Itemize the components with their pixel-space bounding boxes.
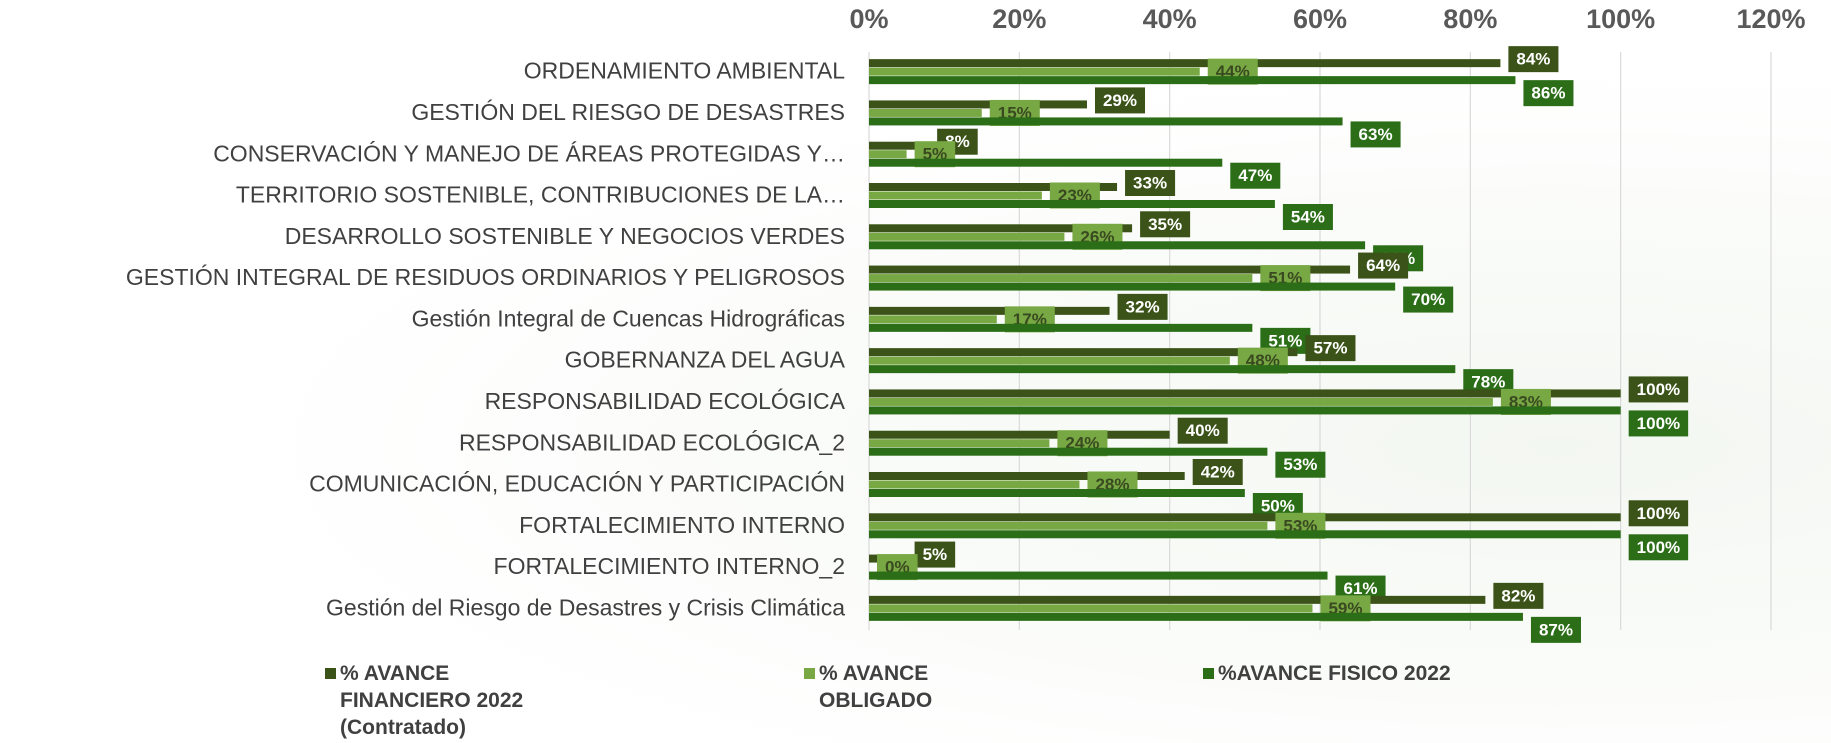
data-label: 54% [1291, 207, 1325, 226]
data-label: 42% [1201, 462, 1235, 481]
bar [869, 448, 1267, 456]
data-label: 64% [1366, 256, 1400, 275]
bar [869, 406, 1621, 414]
bar [869, 233, 1064, 241]
bar [869, 76, 1515, 84]
x-tick-label: 60% [1293, 4, 1347, 34]
data-label: 63% [1359, 125, 1393, 144]
bar [869, 431, 1170, 439]
y-tick-label: RESPONSABILIDAD ECOLÓGICA [485, 388, 846, 414]
bar [869, 274, 1252, 282]
data-label: 84% [1516, 50, 1550, 69]
bar [869, 596, 1485, 604]
bar [869, 315, 997, 323]
bar [869, 200, 1275, 208]
x-tick-label: 120% [1736, 4, 1805, 34]
data-label: 57% [1313, 339, 1347, 358]
bar [869, 150, 907, 158]
y-tick-label: COMUNICACIÓN, EDUCACIÓN Y PARTICIPACIÓN [309, 471, 845, 497]
data-label: 50% [1261, 496, 1295, 515]
y-tick-label: Gestión Integral de Cuencas Hidrográfica… [412, 305, 845, 331]
data-label: 100% [1637, 538, 1680, 557]
bar [869, 398, 1493, 406]
bar [869, 283, 1395, 291]
bar [869, 481, 1079, 489]
page: 0% 20% 40% 60% 80% 100% 120% ORDENAMIENTO AMBIE… [0, 0, 1831, 743]
bar [869, 357, 1230, 365]
bar [869, 522, 1267, 530]
y-tick-label: FORTALECIMIENTO INTERNO_2 [494, 553, 845, 579]
data-label: 47% [1238, 166, 1272, 185]
bar [869, 68, 1200, 76]
y-tick-label: FORTALECIMIENTO INTERNO [519, 512, 845, 538]
bar [869, 365, 1455, 373]
data-label: 29% [1103, 91, 1137, 110]
bar [869, 530, 1621, 538]
y-tick-label: GESTIÓN INTEGRAL DE RESIDUOS ORDINARIOS … [126, 264, 845, 290]
x-tick-label: 80% [1443, 4, 1497, 34]
data-label: 86% [1531, 84, 1565, 103]
data-label: 61% [1344, 579, 1378, 598]
bar [869, 100, 1087, 108]
data-label: 51% [1268, 331, 1302, 350]
y-tick-label: RESPONSABILIDAD ECOLÓGICA_2 [459, 429, 845, 455]
y-tick-label: DESARROLLO SOSTENIBLE Y NEGOCIOS VERDES [285, 223, 845, 249]
data-label: 100% [1637, 504, 1680, 523]
bar [869, 604, 1312, 612]
bar [869, 324, 1252, 332]
y-tick-label: GOBERNANZA DEL AGUA [565, 347, 846, 373]
bar [869, 513, 1621, 521]
data-label: 87% [1539, 620, 1573, 639]
x-tick-label: 20% [992, 4, 1046, 34]
bar [869, 192, 1042, 200]
bar [869, 59, 1500, 67]
data-label: 53% [1283, 455, 1317, 474]
data-label: 5% [923, 545, 948, 564]
y-tick-label: Gestión del Riesgo de Desastres y Crisis… [326, 594, 845, 620]
data-label: 33% [1133, 173, 1167, 192]
data-label: 100% [1637, 380, 1680, 399]
bar [869, 241, 1365, 249]
legend-swatch [325, 668, 336, 679]
legend-label: % AVANCE FINANCIERO 2022 (Contratado) [340, 660, 585, 741]
legend-swatch [804, 668, 815, 679]
y-tick-label: TERRITORIO SOSTENIBLE, CONTRIBUCIONES DE… [236, 182, 845, 208]
bar [869, 348, 1297, 356]
legend-label: %AVANCE FISICO 2022 [1218, 660, 1451, 687]
legend-item: %AVANCE FISICO 2022 [1203, 660, 1523, 687]
bar [869, 117, 1343, 125]
y-tick-label: ORDENAMIENTO AMBIENTAL [524, 58, 845, 84]
x-tick-label: 40% [1143, 4, 1197, 34]
bar [869, 307, 1110, 315]
legend-swatch [1203, 668, 1214, 679]
data-label: 100% [1637, 414, 1680, 433]
data-label: 40% [1186, 421, 1220, 440]
data-label: 35% [1148, 215, 1182, 234]
bar [869, 613, 1523, 621]
legend-item: % AVANCE FINANCIERO 2022 (Contratado) [325, 660, 585, 741]
chart: 0% 20% 40% 60% 80% 100% 120% ORDENAMIENTO AMBIE… [0, 0, 1831, 743]
data-label: 70% [1411, 290, 1445, 309]
bar [869, 109, 982, 117]
bar [869, 439, 1049, 447]
legend-item: % AVANCE OBLIGADO [804, 660, 1024, 714]
bar [869, 572, 1328, 580]
y-tick-label: GESTIÓN DEL RIESGO DE DESASTRES [411, 99, 845, 125]
x-tick-label: 100% [1586, 4, 1655, 34]
bar [869, 489, 1245, 497]
x-tick-label: 0% [849, 4, 888, 34]
data-label: 78% [1471, 373, 1505, 392]
data-label: 82% [1501, 586, 1535, 605]
data-label: 32% [1126, 297, 1160, 316]
bar [869, 159, 1222, 167]
y-tick-label: CONSERVACIÓN Y MANEJO DE ÁREAS PROTEGIDA… [213, 140, 845, 166]
legend-label: % AVANCE OBLIGADO [819, 660, 1024, 714]
